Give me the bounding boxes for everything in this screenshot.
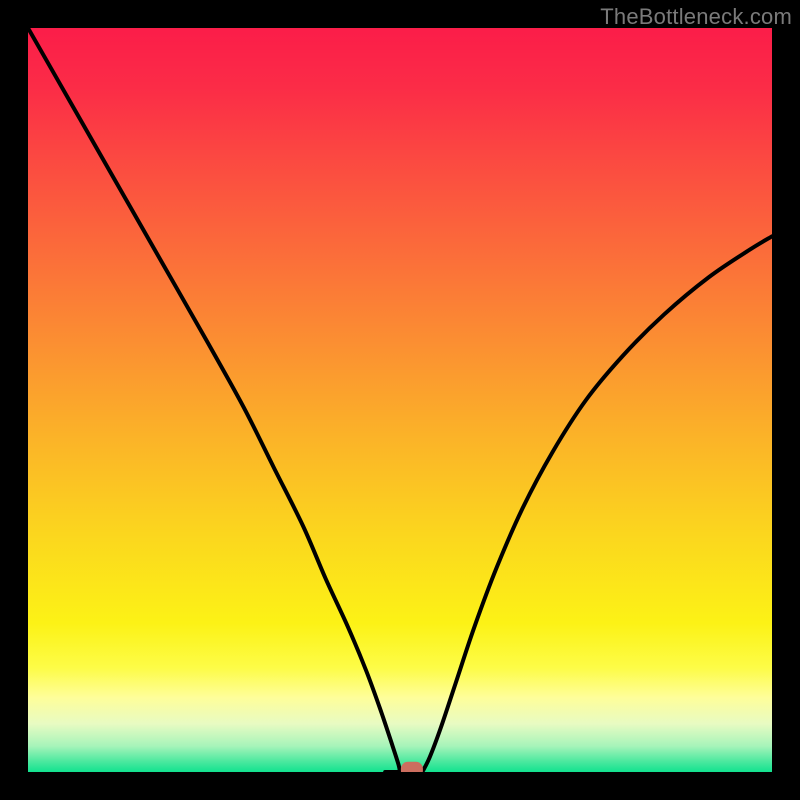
watermark-text: TheBottleneck.com	[600, 4, 792, 30]
bottleneck-chart	[0, 0, 800, 800]
chart-container: TheBottleneck.com	[0, 0, 800, 800]
gradient-background	[28, 28, 772, 772]
